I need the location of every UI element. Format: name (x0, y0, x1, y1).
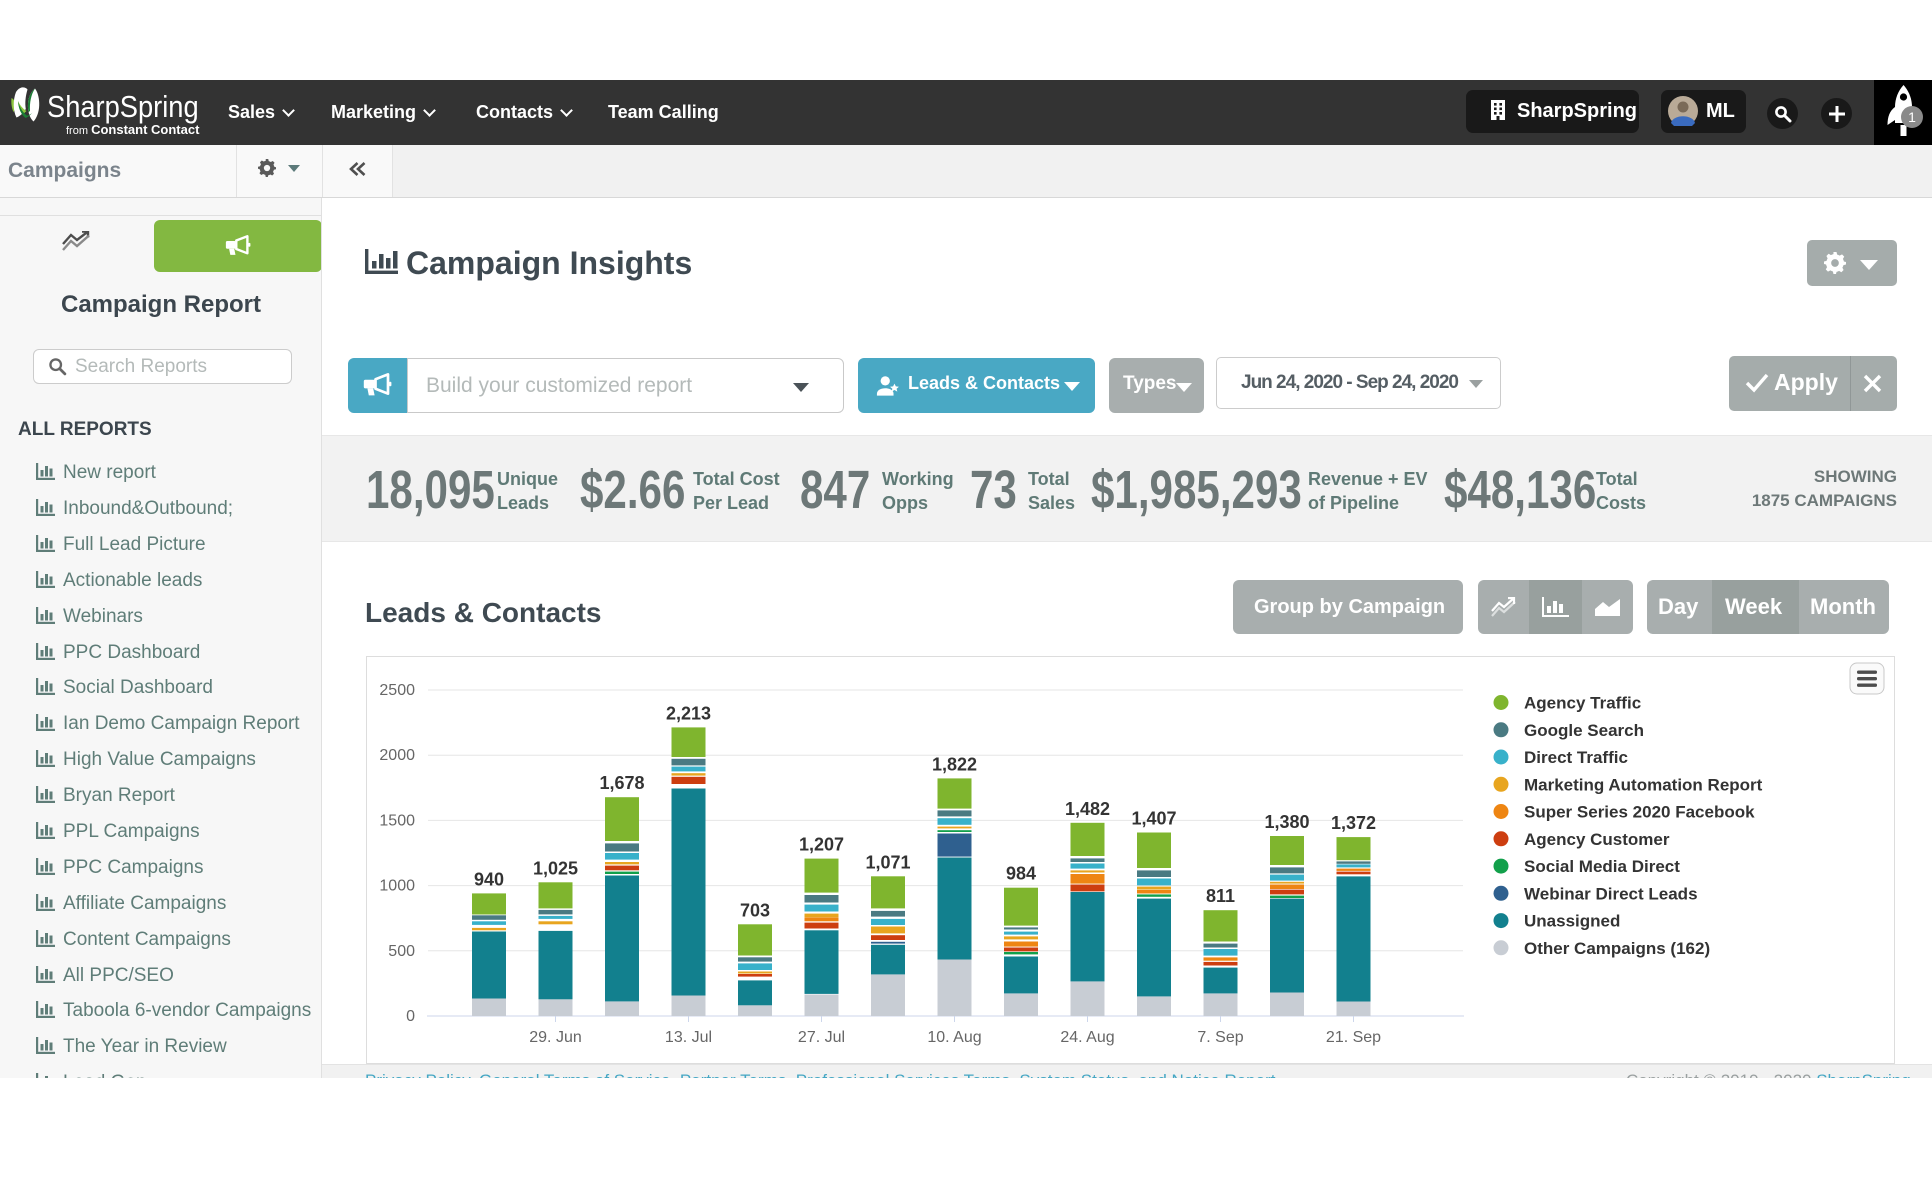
svg-text:Agency Traffic: Agency Traffic (1524, 694, 1641, 713)
svg-text:13. Jul: 13. Jul (665, 1029, 712, 1046)
svg-text:940: 940 (474, 869, 504, 889)
svg-text:2000: 2000 (379, 747, 415, 764)
svg-text:29. Jun: 29. Jun (529, 1029, 581, 1046)
svg-text:1,380: 1,380 (1264, 812, 1309, 832)
svg-text:Agency Customer: Agency Customer (1524, 830, 1670, 849)
svg-text:10. Aug: 10. Aug (927, 1029, 981, 1046)
svg-text:0: 0 (406, 1008, 415, 1025)
svg-text:1,482: 1,482 (1065, 799, 1110, 819)
svg-text:1,071: 1,071 (865, 852, 910, 872)
svg-text:Google Search: Google Search (1524, 721, 1644, 740)
svg-text:811: 811 (1206, 886, 1235, 906)
svg-text:1,025: 1,025 (533, 858, 578, 878)
svg-text:1,207: 1,207 (799, 835, 844, 855)
svg-text:Other Campaigns (162): Other Campaigns (162) (1524, 939, 1710, 958)
svg-text:21. Sep: 21. Sep (1326, 1029, 1381, 1046)
svg-text:1,822: 1,822 (932, 754, 977, 774)
svg-text:2,213: 2,213 (666, 703, 711, 723)
svg-text:1,678: 1,678 (599, 773, 644, 793)
svg-text:Social Media Direct: Social Media Direct (1524, 857, 1680, 876)
svg-text:7. Sep: 7. Sep (1197, 1029, 1243, 1046)
svg-text:27. Jul: 27. Jul (798, 1029, 845, 1046)
svg-text:1,372: 1,372 (1331, 813, 1376, 833)
svg-text:500: 500 (388, 943, 415, 960)
svg-text:Super Series 2020 Facebook: Super Series 2020 Facebook (1524, 803, 1755, 822)
svg-text:Unassigned: Unassigned (1524, 912, 1620, 931)
svg-text:1500: 1500 (379, 812, 415, 829)
svg-text:2500: 2500 (379, 682, 415, 699)
svg-text:1000: 1000 (379, 878, 415, 895)
svg-text:24. Aug: 24. Aug (1060, 1029, 1114, 1046)
svg-text:Marketing Automation Report: Marketing Automation Report (1524, 775, 1763, 794)
svg-text:1,407: 1,407 (1131, 809, 1176, 829)
svg-text:703: 703 (740, 900, 770, 920)
svg-text:984: 984 (1006, 864, 1036, 884)
svg-text:Direct Traffic: Direct Traffic (1524, 748, 1628, 767)
svg-text:Webinar Direct Leads: Webinar Direct Leads (1524, 884, 1698, 903)
